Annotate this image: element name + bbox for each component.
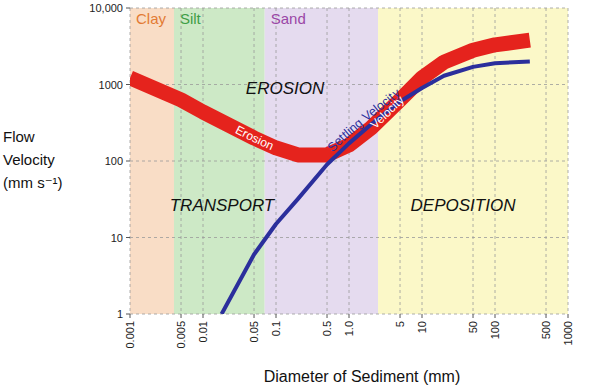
- x-tick: [495, 314, 496, 318]
- y-grid-line: [130, 161, 568, 162]
- series: [130, 40, 530, 314]
- x-tick-label: 1000: [562, 321, 574, 345]
- y-axis-label: (mm s⁻¹): [3, 174, 63, 191]
- chart: 0.001 0.005 0.01 0.05 0.1 0.5 1.0 5 10 50 100 500 10…: [0, 0, 600, 392]
- ticks: 0.001 0.005 0.01 0.05 0.1 0.5 1.0 5 10 50 100 500 10…: [89, 2, 574, 349]
- x-grid-line: [422, 8, 423, 314]
- x-tick: [422, 314, 423, 318]
- y-grid-line: [130, 8, 568, 9]
- y-tick-label: 1: [117, 308, 123, 320]
- zone-label: Silt: [180, 10, 202, 27]
- x-tick: [473, 314, 474, 318]
- x-tick: [181, 314, 182, 318]
- y-tick: [126, 161, 130, 162]
- x-tick-label: 500: [540, 321, 552, 339]
- x-tick-label: 0.5: [321, 321, 333, 336]
- y-tick: [126, 84, 130, 85]
- x-tick: [327, 314, 328, 318]
- y-grid-line: [130, 237, 568, 238]
- x-tick-label: 0.05: [248, 321, 260, 342]
- zone-label: Clay: [136, 10, 167, 27]
- y-tick-label: 1000: [99, 79, 123, 91]
- x-tick: [203, 314, 204, 318]
- series-label-path: Settling Velocity: [325, 85, 403, 154]
- x-tick-label: 5: [394, 321, 406, 327]
- x-tick: [349, 314, 350, 318]
- x-tick: [546, 314, 547, 318]
- x-tick-label: 10: [416, 321, 428, 333]
- series-line: [130, 40, 530, 155]
- grid: [130, 8, 568, 314]
- x-tick: [400, 314, 401, 318]
- y-axis-label: Flow: [3, 128, 35, 145]
- x-tick: [130, 314, 131, 318]
- x-tick-label: 0.1: [270, 321, 282, 336]
- region-label: EROSION: [246, 79, 325, 98]
- series-label-path: Erosion: [233, 123, 276, 153]
- x-grid-line: [254, 8, 255, 314]
- x-tick-label: 0.005: [175, 321, 187, 349]
- y-tick-label: 10: [111, 232, 123, 244]
- series-line: [222, 61, 530, 314]
- x-tick: [276, 314, 277, 318]
- x-tick-label: 0.01: [197, 321, 209, 342]
- x-tick-label: 100: [489, 321, 501, 339]
- zones: [130, 8, 568, 314]
- zone-label: Sand: [271, 10, 306, 27]
- x-tick: [568, 314, 569, 318]
- y-tick: [126, 237, 130, 238]
- x-grid-line: [495, 8, 496, 314]
- series-label: Erosion: [233, 123, 276, 153]
- x-tick-label: 50: [467, 321, 479, 333]
- y-axis-label: Velocity: [3, 151, 55, 168]
- y-grid-line: [130, 84, 568, 85]
- x-axis-label: Diameter of Sediment (mm): [264, 368, 461, 385]
- region-label: DEPOSITION: [411, 196, 517, 215]
- x-tick: [254, 314, 255, 318]
- y-tick: [126, 314, 130, 315]
- x-tick-label: 1.0: [343, 321, 355, 336]
- y-tick-label: 10,000: [89, 2, 123, 14]
- y-tick: [126, 8, 130, 9]
- x-tick-label: 0.001: [124, 321, 136, 349]
- region-label: TRANSPORT: [170, 196, 276, 215]
- series-label: Settling Velocity: [325, 85, 403, 154]
- y-tick-label: 100: [105, 155, 123, 167]
